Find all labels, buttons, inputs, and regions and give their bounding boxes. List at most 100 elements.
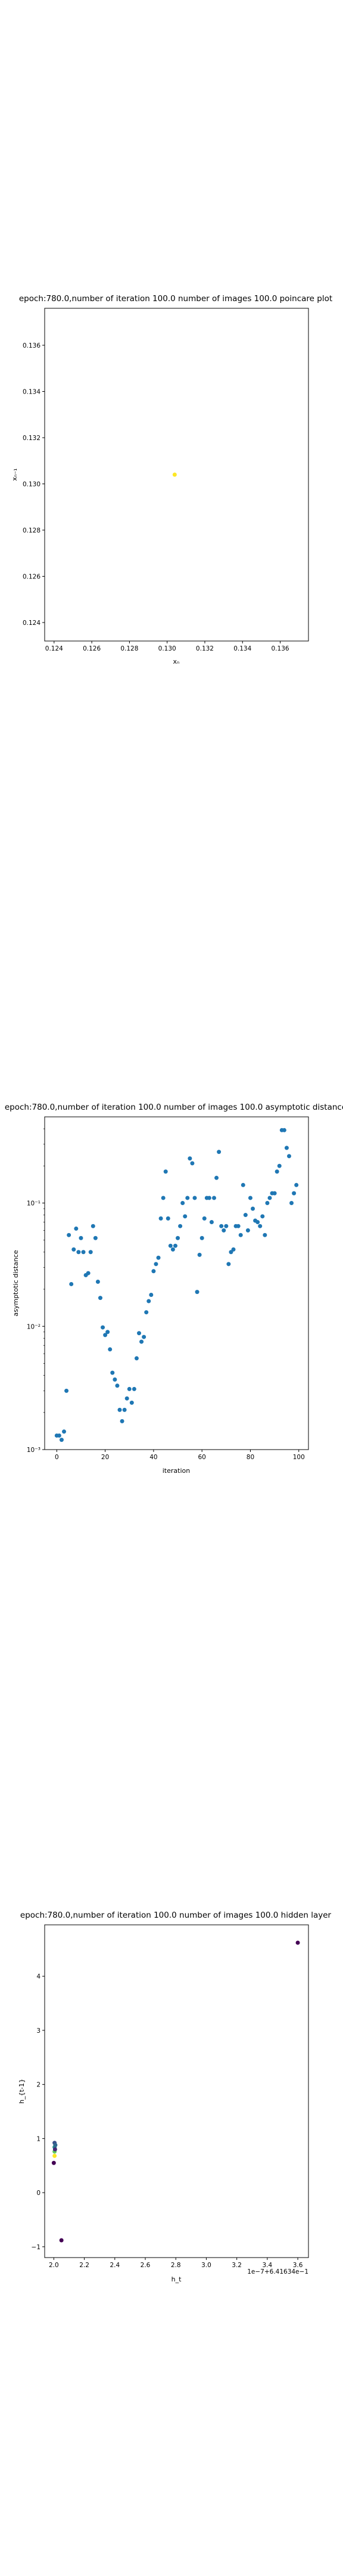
data-point xyxy=(64,1388,69,1393)
data-point xyxy=(284,1145,289,1150)
x-tick-label: 80 xyxy=(247,1454,254,1461)
x-tick-label: 100 xyxy=(293,1454,305,1461)
data-point xyxy=(139,1339,144,1344)
data-point xyxy=(267,1196,272,1200)
data-point xyxy=(156,1255,161,1260)
x-axis-ticks: 0 20 40 60 80 100 xyxy=(55,1450,305,1461)
data-point xyxy=(117,1407,122,1412)
data-point xyxy=(103,1333,108,1337)
data-point xyxy=(238,1233,243,1237)
y-axis-label: asymptotic distance xyxy=(12,1250,20,1316)
x-tick-label: 3.4 xyxy=(263,2262,273,2269)
y-tick-label: 0.126 xyxy=(23,574,40,581)
data-point xyxy=(211,1196,216,1200)
data-point xyxy=(258,1224,263,1228)
data-point xyxy=(185,1196,190,1200)
data-point xyxy=(52,2147,57,2152)
data-point xyxy=(263,1233,267,1237)
x-tick-label: 0.126 xyxy=(83,645,101,652)
data-point xyxy=(52,2153,57,2158)
data-point xyxy=(190,1161,195,1166)
y-axis-ticks: 0.124 0.126 0.128 0.130 0.132 0.134 0.136 xyxy=(23,342,45,627)
data-point xyxy=(243,1213,248,1218)
data-point xyxy=(265,1201,270,1206)
data-point xyxy=(59,1438,64,1442)
data-point xyxy=(217,1150,222,1154)
data-point xyxy=(183,1214,188,1219)
data-point xyxy=(219,1224,224,1228)
data-point xyxy=(146,1299,151,1304)
y-axis-label: h_{t-1} xyxy=(18,2079,26,2104)
data-point xyxy=(272,1191,277,1196)
data-points xyxy=(54,1128,299,1442)
data-point xyxy=(207,1196,211,1200)
data-point xyxy=(226,1262,231,1267)
chart-poincare-plot: epoch:780.0,number of iteration 100.0 nu… xyxy=(11,294,332,665)
data-point xyxy=(137,1331,142,1336)
data-point xyxy=(149,1292,154,1297)
x-tick-label: 0.124 xyxy=(45,645,63,652)
data-point xyxy=(241,1182,245,1187)
plot-frame xyxy=(44,308,309,642)
data-point xyxy=(120,1419,124,1423)
y-axis-ticks: 10⁻³ 10⁻² 10⁻¹ xyxy=(27,1128,45,1454)
data-point xyxy=(172,472,177,477)
plot-frame xyxy=(44,1924,309,2258)
data-point xyxy=(295,1940,300,1945)
data-point xyxy=(62,1429,67,1434)
data-point xyxy=(127,1386,132,1391)
data-points xyxy=(51,1940,300,2243)
data-point xyxy=(260,1214,265,1219)
y-tick-label: 0.134 xyxy=(23,389,40,396)
plot-frame xyxy=(44,1116,309,1450)
x-tick-label: 0.128 xyxy=(120,645,138,652)
y-tick-label: 1 xyxy=(36,2135,40,2142)
y-axis-ticks: −1 0 1 2 3 4 xyxy=(32,1973,45,2251)
data-point xyxy=(192,1196,197,1200)
y-tick-label: 4 xyxy=(36,1973,40,1980)
x-tick-label: 0.132 xyxy=(196,645,214,652)
data-point xyxy=(178,1224,183,1228)
data-point xyxy=(81,1250,86,1255)
x-tick-label: 3.0 xyxy=(201,2262,211,2269)
data-point xyxy=(74,1226,79,1231)
data-point xyxy=(124,1396,129,1401)
data-point xyxy=(88,1250,93,1255)
data-point xyxy=(168,1243,173,1248)
data-point xyxy=(214,1175,219,1180)
data-point xyxy=(294,1182,299,1187)
x-tick-label: 40 xyxy=(149,1454,157,1461)
data-point xyxy=(176,1236,180,1240)
x-axis-label: h_t xyxy=(172,2275,182,2283)
y-tick-label: 3 xyxy=(36,2027,40,2035)
data-point xyxy=(51,2160,56,2165)
chart-title: epoch:780.0,number of iteration 100.0 nu… xyxy=(19,294,332,304)
data-point xyxy=(71,1247,76,1252)
data-points xyxy=(172,472,177,477)
chart-hidden-layer: epoch:780.0,number of iteration 100.0 nu… xyxy=(18,1911,332,2283)
data-point xyxy=(95,1279,100,1284)
data-point xyxy=(59,2238,64,2243)
x-axis-label: xₙ xyxy=(173,658,180,665)
x-axis-label: iteration xyxy=(163,1467,190,1475)
x-tick-label: 20 xyxy=(101,1454,109,1461)
y-tick-label: 0.136 xyxy=(23,342,40,349)
data-point xyxy=(222,1228,226,1233)
x-tick-label: 2.8 xyxy=(171,2262,181,2269)
data-point xyxy=(101,1325,105,1330)
data-point xyxy=(289,1201,294,1206)
data-point xyxy=(76,1250,81,1255)
data-point xyxy=(53,2142,58,2147)
data-point xyxy=(98,1296,102,1301)
x-tick-label: 3.2 xyxy=(232,2262,242,2269)
data-point xyxy=(255,1220,260,1225)
data-point xyxy=(245,1228,250,1233)
y-tick-label: 2 xyxy=(36,2082,40,2089)
x-tick-label: 0 xyxy=(55,1454,59,1461)
data-point xyxy=(286,1154,291,1159)
data-point xyxy=(91,1224,95,1228)
x-tick-label: 2.0 xyxy=(49,2262,59,2269)
y-tick-label: 10⁻² xyxy=(27,1323,40,1330)
data-point xyxy=(224,1224,229,1228)
